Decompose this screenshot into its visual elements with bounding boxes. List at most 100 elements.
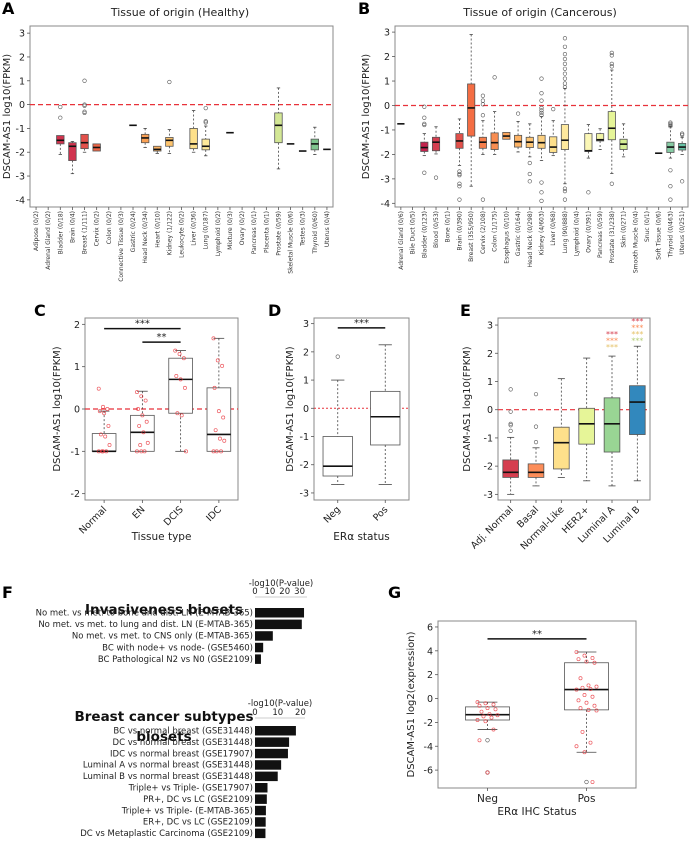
box-group: [537, 76, 546, 203]
panel-f-invasiveness-barchart: Invasiveness biosets -log10(P-value)0 10 20…: [36, 579, 314, 665]
outlier-point: [562, 81, 568, 86]
x-axis-label: ERα IHC Status: [497, 806, 576, 818]
x-tick-label: Skeletal Muscle (0/6): [288, 211, 295, 274]
data-point: [479, 709, 484, 714]
x-tick-label: Mixture (0/3): [227, 211, 234, 250]
data-point: [222, 438, 227, 443]
x-tick-label: Pancreas (0/59): [597, 211, 604, 258]
outlier-point: [609, 53, 614, 58]
box-group: [666, 120, 675, 202]
data-point: [219, 449, 223, 454]
box-group: [140, 128, 150, 148]
outlier-point: [480, 102, 486, 107]
x-tick-label: Placenta (0/1): [263, 211, 270, 253]
outlier-point: [457, 181, 462, 186]
data-point: [580, 729, 585, 734]
outlier-point: [539, 108, 544, 113]
x-tick-label: 10: [272, 708, 283, 718]
data-point: [475, 700, 480, 705]
box-group: [553, 378, 570, 478]
box-group: [564, 650, 609, 785]
panel-f-subtypes-barchart: Breast cancer subtypes biosets -log10(P-va…: [74, 699, 312, 839]
box-iqr: [467, 83, 476, 137]
box-iqr: [68, 142, 77, 161]
box-group: [153, 145, 162, 154]
x-tick-label: Skin (0/271): [621, 211, 628, 248]
data-point: [137, 423, 142, 428]
x-axis-label: -log10(P-value): [248, 699, 312, 709]
data-point: [574, 744, 579, 749]
box-iqr: [431, 136, 441, 152]
bar-category-label: ER+, DC vs LC (GSE2109): [143, 818, 253, 828]
plot-frame: [497, 317, 651, 501]
data-point: [594, 684, 599, 689]
data-point: [592, 660, 597, 665]
data-point: [106, 423, 111, 428]
data-point: [221, 415, 226, 420]
y-tick-label: -4: [16, 195, 25, 206]
y-tick-label: -3: [484, 490, 493, 501]
x-tick-label: Soft Tissue (0/6): [656, 211, 663, 260]
y-tick-label: 1: [384, 77, 390, 88]
box-group: [56, 104, 65, 156]
data-point: [177, 352, 182, 356]
box-group: [165, 79, 174, 154]
x-tick-label: Bladder (0/123): [421, 211, 428, 258]
box-group: [80, 78, 89, 153]
x-tick-label: Bone (0/1): [445, 211, 452, 243]
outlier-point: [533, 392, 539, 397]
box-group: [467, 34, 476, 187]
outlier-point: [480, 113, 486, 118]
x-tick-label: Adipose (0/2): [33, 211, 40, 251]
outlier-point: [562, 44, 568, 49]
data-point: [588, 687, 593, 691]
significance-stars: ***: [631, 324, 643, 333]
significance-label: **: [157, 332, 167, 343]
outlier-point: [680, 179, 685, 184]
significance-stars: ***: [606, 330, 618, 339]
outlier-point: [203, 119, 208, 124]
box-iqr: [584, 133, 593, 152]
y-tick-label: 0: [74, 405, 80, 416]
bar: [255, 828, 266, 839]
data-point: [141, 430, 146, 435]
x-tick-label: Connective Tissue (0/3): [118, 211, 125, 282]
data-point: [101, 404, 105, 409]
box-iqr: [168, 357, 193, 414]
x-tick-label: Snuc (0/1): [644, 211, 651, 242]
data-point: [211, 336, 216, 341]
box-iqr: [165, 137, 174, 147]
box-iqr: [560, 124, 569, 150]
y-tick-label: 2: [427, 670, 433, 681]
data-point: [96, 386, 101, 391]
outlier-point: [680, 132, 685, 137]
data-point: [584, 659, 589, 664]
x-tick-label: Testes (0/3): [300, 211, 307, 247]
outlier-point: [562, 71, 568, 76]
x-tick-label: 0: [252, 587, 257, 597]
y-tick-label: 2: [303, 347, 309, 358]
x-axis-label: Tissue type: [131, 531, 192, 543]
y-tick-label: 0: [427, 694, 433, 705]
x-tick-label: Pancreas (0/1): [251, 211, 258, 254]
outlier-point: [167, 79, 172, 85]
data-point: [135, 449, 139, 454]
outlier-point: [433, 175, 439, 180]
y-tick-label: 6: [427, 622, 433, 633]
outlier-point: [539, 91, 544, 96]
data-point: [184, 449, 188, 454]
outlier-point: [562, 76, 568, 81]
bar-chart-title: biosets: [136, 729, 191, 745]
data-point: [175, 411, 180, 416]
panel-a-healthy-tissue-boxplot: Tissue of origin (Healthy) -4 -3 -2 -1 0 1 2 3 DS…: [2, 6, 334, 282]
significance-label: **: [532, 629, 542, 640]
x-tick-label: Kidney (1/122): [166, 211, 173, 255]
panel-letter-d: D: [268, 301, 281, 320]
bar-chart-title: Invasiveness biosets: [85, 602, 243, 618]
outlier-point: [668, 168, 673, 173]
box-group: [201, 106, 210, 157]
bar: [255, 783, 268, 793]
x-tick-label: Normal: [77, 504, 109, 536]
box-group: [619, 123, 628, 158]
